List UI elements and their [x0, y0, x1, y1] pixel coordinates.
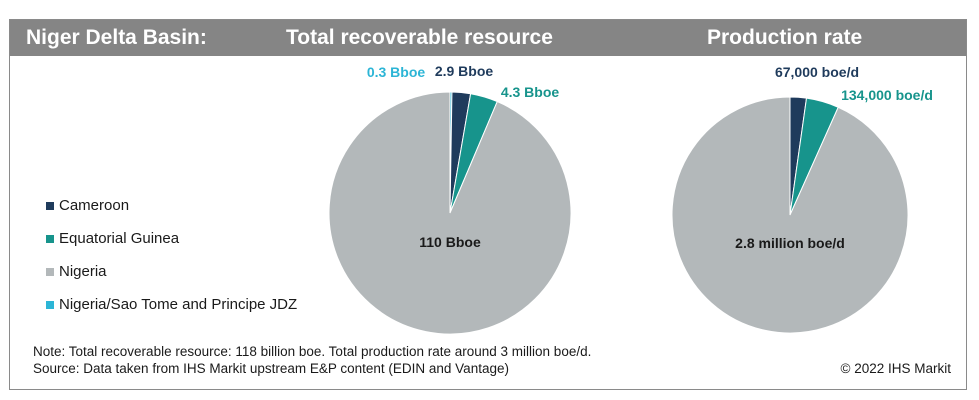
resource-label-cameroon: 2.9 Bboe	[435, 63, 494, 79]
resource-label-nigeria-sao-tome-and-principe-jdz: 0.3 Bboe	[367, 64, 426, 80]
resource-label-nigeria: 110 Bboe	[419, 234, 481, 250]
resource-label-equatorial-guinea: 4.3 Bboe	[501, 84, 560, 100]
resource-slice-nigeria	[329, 92, 571, 334]
production-slice-nigeria	[672, 97, 908, 333]
production-label-equatorial-guinea: 134,000 boe/d	[841, 87, 933, 103]
production-label-cameroon: 67,000 boe/d	[775, 64, 859, 80]
production-label-nigeria: 2.8 million boe/d	[735, 235, 845, 251]
pie-charts: 0.3 Bboe 2.9 Bboe 4.3 Bboe 110 Bboe 67,000 b…	[0, 0, 979, 400]
